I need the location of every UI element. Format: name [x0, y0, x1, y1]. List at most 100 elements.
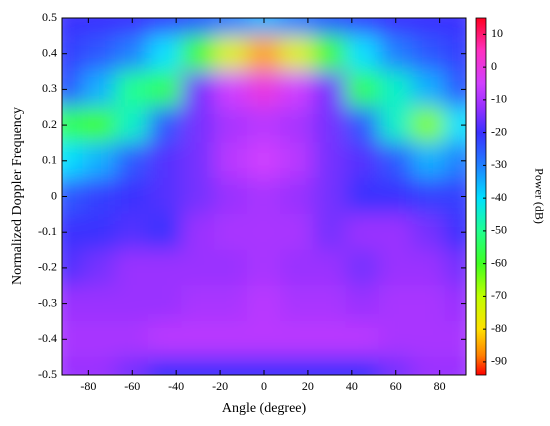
y-tick-label: 0.5 [42, 10, 57, 24]
y-tick-label: -0.1 [38, 224, 57, 238]
heat-cell [444, 178, 466, 215]
heat-cell [247, 213, 281, 251]
heat-cell [62, 35, 84, 73]
heat-cell [279, 356, 314, 375]
y-axis-label: Normalized Doppler Frequency [10, 107, 25, 285]
heat-cell [115, 142, 150, 180]
heat-cell [115, 35, 150, 73]
y-tick-label: -0.5 [38, 367, 57, 381]
x-tick-label: 0 [261, 379, 267, 393]
heat-cell [345, 142, 380, 180]
heat-cell [247, 356, 281, 375]
colorbar-tick-label: -10 [491, 92, 507, 106]
colorbar-tick-label: -80 [491, 321, 507, 335]
heat-cell [62, 213, 84, 251]
heat-cell [214, 356, 249, 375]
heat-cell [279, 213, 314, 251]
heat-cell [247, 106, 281, 144]
heat-cell [181, 71, 216, 108]
y-tick-label: 0.4 [42, 45, 57, 59]
heat-cell [312, 71, 347, 108]
heat-cell [378, 142, 413, 180]
heat-cell [345, 35, 380, 73]
heat-cell [444, 213, 466, 251]
heat-cell [214, 106, 249, 144]
heat-cell [411, 35, 446, 73]
heat-cell [247, 178, 281, 215]
heat-cell [345, 213, 380, 251]
heat-cell [181, 35, 216, 73]
heat-cell [444, 320, 466, 358]
heat-cell [181, 18, 216, 37]
heat-cell [214, 285, 249, 322]
heat-cell [214, 178, 249, 215]
heat-cell [345, 106, 380, 144]
heat-cell [247, 18, 281, 37]
heat-cell [115, 320, 150, 358]
heat-cell [148, 249, 183, 287]
heat-cell [214, 35, 249, 73]
heat-cell [411, 106, 446, 144]
heat-cell [181, 285, 216, 322]
heat-cell [181, 106, 216, 144]
heat-cell [279, 106, 314, 144]
heat-cell [378, 320, 413, 358]
heat-cell [378, 356, 413, 375]
heat-cell [148, 35, 183, 73]
colorbar-tick-label: -90 [491, 354, 507, 368]
heat-cell [247, 285, 281, 322]
heat-cell [247, 35, 281, 73]
heat-cell [312, 35, 347, 73]
heat-cell [247, 249, 281, 287]
heat-cell [214, 213, 249, 251]
heat-cell [444, 18, 466, 37]
heat-cell [444, 285, 466, 322]
heat-cell [312, 213, 347, 251]
x-tick-label: -60 [124, 379, 140, 393]
heat-cell [247, 142, 281, 180]
colorbar-tick-label: -60 [491, 255, 507, 269]
heat-cell [62, 106, 84, 144]
heat-cell [345, 71, 380, 108]
heat-cell [115, 213, 150, 251]
heat-cell [279, 320, 314, 358]
heat-cell [345, 249, 380, 287]
heat-cell [279, 71, 314, 108]
heat-cell [62, 142, 84, 180]
x-tick-label: 60 [390, 379, 402, 393]
heat-cell [444, 71, 466, 108]
heat-cell [62, 285, 84, 322]
heat-cell [62, 320, 84, 358]
heat-cell [214, 18, 249, 37]
colorbar-tick-label: -70 [491, 288, 507, 302]
x-tick-label: 20 [302, 379, 314, 393]
heat-cell [312, 285, 347, 322]
x-tick-label: 80 [434, 379, 446, 393]
x-axis-label: Angle (degree) [222, 401, 307, 416]
heat-cell [279, 285, 314, 322]
heat-cell [411, 320, 446, 358]
heat-cell [115, 18, 150, 37]
heat-cell [148, 285, 183, 322]
heat-cell [148, 356, 183, 375]
heat-cell [378, 18, 413, 37]
heat-cell [444, 106, 466, 144]
heat-cell [411, 249, 446, 287]
heat-cell [148, 18, 183, 37]
heat-cell [378, 285, 413, 322]
heat-cell [115, 178, 150, 215]
heat-cell [279, 35, 314, 73]
heat-cell [312, 249, 347, 287]
heat-cell [411, 71, 446, 108]
y-tick-label: -0.4 [38, 331, 57, 345]
heat-cell [148, 106, 183, 144]
heat-cell [214, 142, 249, 180]
heat-cell [312, 320, 347, 358]
x-tick-label: -20 [212, 379, 228, 393]
heat-cell [148, 213, 183, 251]
heat-cell [378, 71, 413, 108]
heat-cell [115, 71, 150, 108]
heat-cell [378, 249, 413, 287]
heat-cell [181, 249, 216, 287]
